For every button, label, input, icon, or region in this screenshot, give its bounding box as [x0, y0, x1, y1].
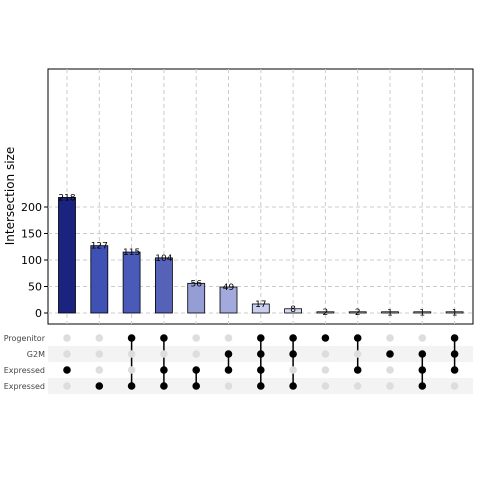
- bar: [187, 282, 206, 314]
- y-tick-label: 200: [21, 201, 42, 214]
- membership-dot-active: [353, 366, 362, 374]
- grid: [48, 69, 473, 324]
- membership-dot-inactive: [95, 334, 104, 342]
- membership-dot-inactive: [95, 350, 104, 358]
- membership-dot-inactive: [386, 334, 394, 342]
- bar-value-label: 2: [355, 308, 361, 318]
- membership-dot-active: [192, 366, 200, 374]
- set-label: Progenitor: [4, 334, 46, 343]
- membership-dot-inactive: [321, 350, 330, 358]
- membership-dot-inactive: [321, 366, 330, 374]
- bar-value-label: 104: [155, 254, 172, 264]
- membership-dot-active: [353, 334, 362, 342]
- membership-dot-inactive: [63, 350, 71, 358]
- membership-dot-active: [386, 350, 394, 358]
- y-tick-label: 0: [35, 307, 42, 320]
- membership-dot-active: [257, 350, 265, 358]
- membership-dot-inactive: [353, 382, 362, 390]
- membership-dot-active: [95, 382, 104, 390]
- membership-dot-active: [257, 382, 265, 390]
- bars: 218 127 115 104 56 49 17 8 2 2 1 1 1: [58, 193, 464, 318]
- membership-dot-inactive: [127, 366, 136, 374]
- membership-dot-active: [160, 366, 168, 374]
- y-tick-label: 150: [21, 228, 42, 241]
- membership-dot-active: [321, 334, 330, 342]
- membership-dot-inactive: [224, 382, 233, 390]
- membership-dot-inactive: [224, 334, 233, 342]
- y-tick-label: 50: [28, 281, 42, 294]
- membership-dot-inactive: [386, 366, 394, 374]
- membership-matrix: Progenitor G2M Expressed Expressed: [4, 334, 473, 394]
- bar: [284, 308, 303, 314]
- membership-dot-active: [450, 334, 459, 342]
- membership-dot-active: [224, 350, 233, 358]
- bar-value-label: 115: [123, 248, 140, 258]
- set-label: Expressed: [4, 382, 45, 391]
- bar-value-label: 49: [223, 283, 235, 293]
- membership-dot-active: [257, 334, 265, 342]
- membership-dot-active: [289, 334, 297, 342]
- bar: [90, 245, 109, 314]
- y-axis: 0 50 100 150 200: [21, 201, 48, 320]
- membership-dot-active: [450, 350, 459, 358]
- membership-dot-inactive: [192, 350, 200, 358]
- bar: [58, 197, 76, 314]
- membership-dot-inactive: [418, 334, 427, 342]
- membership-dot-inactive: [95, 366, 104, 374]
- y-axis-title: Intersection size: [3, 147, 17, 245]
- membership-dot-active: [224, 366, 233, 374]
- bar: [122, 251, 141, 314]
- membership-dot-inactive: [160, 350, 168, 358]
- bar-value-label: 1: [419, 308, 425, 318]
- bar-value-label: 56: [190, 279, 202, 289]
- membership-dot-active: [257, 366, 265, 374]
- membership-dot-inactive: [192, 334, 200, 342]
- membership-dot-active: [63, 366, 71, 374]
- membership-dot-active: [192, 382, 200, 390]
- y-tick-label: 100: [21, 254, 42, 267]
- bar-value-label: 127: [91, 242, 108, 252]
- bar: [413, 311, 432, 314]
- bar-value-label: 1: [452, 308, 458, 318]
- membership-dot-inactive: [386, 382, 394, 390]
- bar-value-label: 1: [387, 308, 393, 318]
- membership-dot-inactive: [321, 382, 330, 390]
- bar-value-label: 8: [290, 305, 296, 315]
- membership-dot-inactive: [450, 382, 459, 390]
- membership-dot-active: [160, 334, 168, 342]
- membership-dot-active: [127, 382, 136, 390]
- membership-dot-active: [418, 350, 427, 358]
- bar-value-label: 17: [255, 300, 266, 310]
- membership-dot-inactive: [63, 382, 71, 390]
- set-label: Expressed: [4, 366, 45, 375]
- bar: [348, 311, 367, 314]
- bar: [219, 286, 238, 314]
- bar: [154, 257, 173, 314]
- membership-dot-active: [289, 382, 297, 390]
- membership-dot-active: [127, 334, 136, 342]
- membership-dot-inactive: [127, 350, 136, 358]
- membership-dot-active: [160, 382, 168, 390]
- bar: [251, 303, 270, 314]
- membership-dot-active: [289, 350, 297, 358]
- set-label: G2M: [27, 350, 45, 359]
- bar-value-label: 218: [58, 193, 75, 203]
- bar-value-label: 2: [323, 308, 329, 318]
- bar: [316, 311, 335, 314]
- membership-dot-inactive: [353, 350, 362, 358]
- bar: [445, 311, 464, 314]
- membership-dot-inactive: [63, 334, 71, 342]
- membership-dot-active: [450, 366, 459, 374]
- bar: [381, 311, 399, 314]
- membership-dot-inactive: [289, 366, 297, 374]
- membership-dot-active: [418, 382, 427, 390]
- membership-dot-active: [418, 366, 427, 374]
